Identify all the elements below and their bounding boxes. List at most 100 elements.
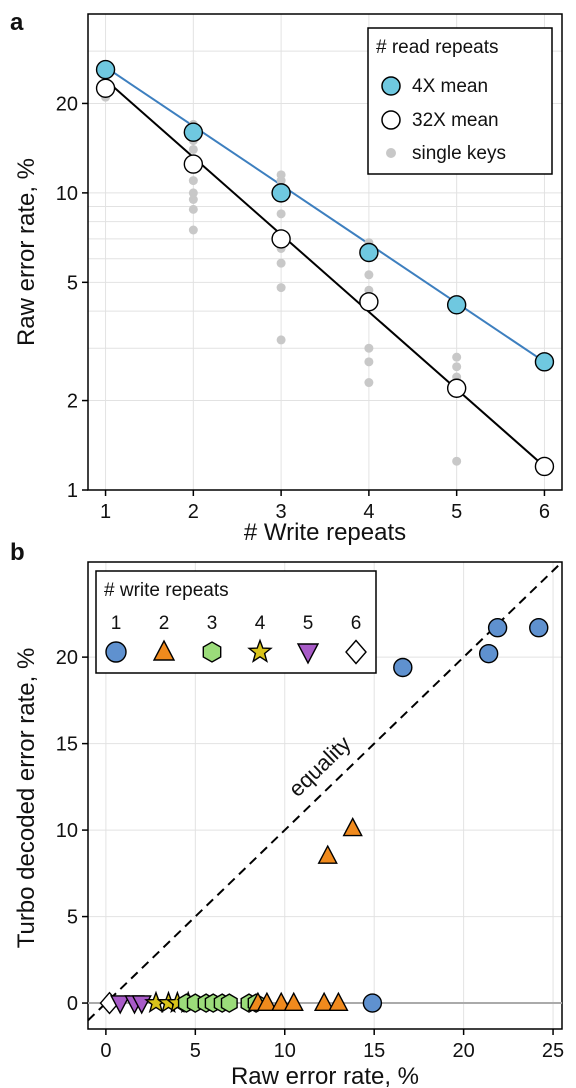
- mean-4x-point: [183, 122, 204, 142]
- legend-write-repeats-label-1: 1: [111, 613, 122, 634]
- legend-32x-mean-label: 32X mean: [412, 110, 499, 131]
- panel-b-letter: b: [10, 539, 25, 566]
- panel-b-legend-entries: 1 2 3 4 5 6: [105, 613, 367, 665]
- mean-32x-point: [95, 78, 116, 98]
- panel-b-x-axis-title: Raw error rate, %: [231, 1063, 419, 1088]
- single-key-point: [364, 270, 374, 280]
- single-key-point: [276, 176, 286, 186]
- single-key-point: [452, 352, 462, 362]
- legend-write-repeats-label-3: 3: [207, 613, 218, 634]
- write-repeats-2-point: [256, 991, 278, 1011]
- write-repeats-1-point: [529, 618, 549, 638]
- mean-4x-point: [95, 59, 116, 80]
- panel-a-y-tick-label: 2: [67, 391, 78, 413]
- panel-b-y-tick-label: 15: [56, 734, 78, 756]
- panel-a-x-ticks: 1 2 3 4 5 6: [100, 490, 550, 523]
- write-repeats-1-point: [393, 657, 413, 678]
- legend-write-repeats-marker-1: [105, 641, 127, 663]
- legend-4x-mean-marker: [381, 76, 401, 96]
- mean-4x-point: [271, 183, 291, 203]
- legend-write-repeats-label-2: 2: [159, 613, 170, 634]
- mean-4x-point: [359, 242, 379, 263]
- panel-b-equality-line: [87, 561, 563, 1022]
- single-key-point: [364, 378, 374, 388]
- panel-a-legend-box: [367, 27, 553, 175]
- write-repeats-1-point: [362, 993, 383, 1013]
- single-key-point: [452, 362, 462, 372]
- legend-write-repeats-label-4: 4: [255, 613, 266, 634]
- single-key-point: [364, 357, 374, 367]
- write-repeats-1-point: [478, 643, 499, 664]
- write-repeats-2-point: [271, 991, 292, 1011]
- panel-a-x-tick-label: 2: [188, 501, 199, 523]
- single-key-point: [276, 258, 286, 268]
- panel-a-frame: [87, 13, 563, 491]
- legend-single-keys-marker: [386, 148, 396, 158]
- fit-line-32x: [104, 79, 546, 468]
- panel-a-fit-lines: [104, 66, 546, 468]
- single-key-point: [188, 195, 198, 205]
- legend-write-repeats-label-5: 5: [303, 613, 314, 634]
- panel-b-x-tick-label: 20: [452, 1040, 474, 1062]
- panel-a-y-ticks: 1 2 5 10 20: [56, 93, 88, 502]
- panel-b-x-tick-label: 0: [100, 1040, 111, 1062]
- mean-32x-point: [359, 292, 379, 312]
- panel-b-legend: # write repeats 1 2 3 4 5 6: [95, 570, 377, 674]
- single-key-point: [276, 283, 286, 293]
- legend-single-keys-label: single keys: [412, 143, 506, 164]
- panel-a-legend-title: # read repeats: [376, 37, 499, 58]
- single-key-point: [188, 188, 198, 198]
- mean-4x-point: [446, 295, 467, 315]
- single-key-point: [276, 335, 286, 345]
- panel-a-y-tick-label: 1: [67, 480, 78, 502]
- panel-b-y-tick-label: 10: [56, 820, 78, 842]
- single-key-point: [276, 209, 286, 219]
- mean-32x-point: [446, 378, 467, 398]
- single-key-point: [188, 144, 198, 154]
- mean-32x-point: [271, 229, 291, 249]
- write-repeats-2-point: [342, 816, 363, 837]
- panel-b-points: [99, 618, 549, 1015]
- panel-a: a 1 2 3 4 5 6 1 2 5 10 20 # Write repeats Raw err…: [10, 9, 563, 546]
- panel-a-x-tick-label: 1: [100, 501, 111, 523]
- panel-a-y-tick-label: 20: [56, 93, 78, 115]
- legend-write-repeats-marker-2: [152, 639, 176, 661]
- panel-a-points: [95, 59, 555, 477]
- panel-b-equality-label: equality: [284, 731, 356, 802]
- panel-a-x-tick-label: 5: [451, 501, 462, 523]
- write-repeats-3-point: [220, 993, 238, 1013]
- panel-a-y-tick-label: 5: [67, 272, 78, 294]
- panel-b-x-tick-label: 15: [363, 1040, 385, 1062]
- panel-b-x-tick-label: 5: [190, 1040, 201, 1062]
- panel-a-legend: # read repeats 4X mean 32X mean single k…: [367, 27, 553, 175]
- single-key-point: [452, 456, 462, 466]
- write-repeats-2-point: [283, 991, 304, 1011]
- panel-b-legend-title: # write repeats: [104, 580, 229, 601]
- legend-write-repeats-label-6: 6: [351, 613, 362, 634]
- panel-a-x-axis-title: # Write repeats: [244, 519, 406, 546]
- write-repeats-2-point: [317, 844, 338, 864]
- legend-4x-mean-label: 4X mean: [412, 76, 488, 97]
- write-repeats-2-point: [313, 991, 335, 1011]
- panel-b-x-tick-label: 10: [274, 1040, 296, 1062]
- legend-write-repeats-marker-4: [247, 638, 273, 663]
- panel-b-legend-box: [95, 570, 377, 674]
- panel-b-y-ticks: 0 5 10 15 20: [56, 647, 88, 1015]
- single-key-point: [188, 176, 198, 186]
- legend-write-repeats-marker-5: [296, 643, 320, 665]
- legend-32x-mean-marker: [381, 110, 401, 130]
- panel-a-x-tick-label: 3: [276, 501, 287, 523]
- write-repeats-1-point: [487, 618, 508, 638]
- legend-write-repeats-marker-6: [345, 639, 367, 665]
- single-key-point: [364, 343, 374, 353]
- legend-write-repeats-marker-3: [202, 641, 222, 663]
- panel-b-y-tick-label: 5: [67, 907, 78, 929]
- mean-32x-point: [183, 154, 204, 174]
- single-key-point: [188, 204, 198, 214]
- mean-4x-point: [534, 352, 555, 372]
- panel-b-y-tick-label: 0: [67, 993, 78, 1015]
- fit-line-4x: [104, 66, 546, 363]
- panel-b-y-axis-title: Turbo decoded error rate, %: [13, 648, 40, 949]
